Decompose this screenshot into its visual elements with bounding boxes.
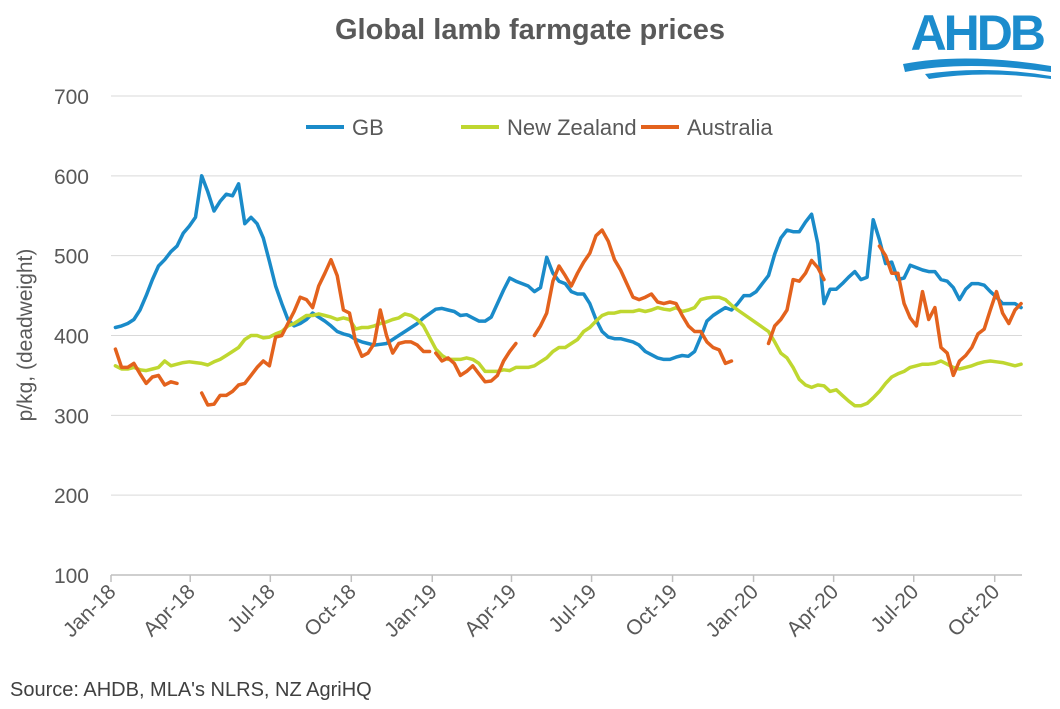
y-tick-label: 400 xyxy=(54,326,89,349)
series-line xyxy=(199,257,432,407)
series-australia xyxy=(113,228,1023,407)
y-axis-label: p/kg, (deadweight) xyxy=(14,249,37,422)
legend-item: GB xyxy=(306,115,384,140)
series-new-zealand xyxy=(113,295,1023,408)
series-layer xyxy=(113,174,1023,408)
y-tick-label: 100 xyxy=(54,565,89,588)
y-tick-label: 200 xyxy=(54,485,89,508)
ahdb-logo: AHDB xyxy=(903,5,1051,79)
x-tick-label: Jul-19 xyxy=(544,580,601,637)
x-tick-label: Oct-20 xyxy=(943,580,1004,641)
legend-label: New Zealand xyxy=(507,115,637,140)
x-tick-label: Jan-20 xyxy=(701,580,763,642)
logo-text: AHDB xyxy=(911,5,1044,61)
legend-label: Australia xyxy=(687,115,773,140)
gridlines xyxy=(111,95,1022,496)
y-tick-label: 600 xyxy=(54,166,89,189)
x-tick-label: Jul-20 xyxy=(867,580,924,637)
x-tick-label: Apr-18 xyxy=(139,580,200,641)
series-line xyxy=(113,174,1023,362)
y-tick-label: 700 xyxy=(54,86,89,109)
x-axis: Jan-18 Apr-18 Jul-18 Oct-18 Jan-19 Apr-19 Jul-… xyxy=(59,574,1022,642)
series-line xyxy=(532,228,734,366)
x-tick-label: Oct-18 xyxy=(300,580,361,641)
series-line xyxy=(766,258,826,346)
legend-item: Australia xyxy=(641,115,773,140)
source-note: Source: AHDB, MLA's NLRS, NZ AgriHQ xyxy=(10,679,372,701)
legend: GB New Zealand Australia xyxy=(306,115,773,140)
x-tick-label: Oct-19 xyxy=(621,580,682,641)
series-line xyxy=(434,341,518,384)
x-tick-label: Jul-18 xyxy=(223,580,280,637)
series-line xyxy=(113,295,1023,408)
legend-label: GB xyxy=(352,115,384,140)
x-tick-label: Jan-18 xyxy=(59,580,121,642)
series-line xyxy=(877,244,1023,378)
y-tick-label: 300 xyxy=(54,405,89,428)
legend-item: New Zealand xyxy=(461,115,637,140)
x-tick-label: Jan-19 xyxy=(380,580,442,642)
chart-title: Global lamb farmgate prices xyxy=(334,14,725,46)
x-tick-label: Apr-19 xyxy=(460,580,521,641)
series-gb xyxy=(113,174,1023,362)
series-line xyxy=(113,347,179,387)
y-tick-label: 500 xyxy=(54,246,89,269)
y-axis: 100 200 300 400 500 600 700 xyxy=(54,86,89,588)
x-tick-label: Apr-20 xyxy=(782,580,843,641)
